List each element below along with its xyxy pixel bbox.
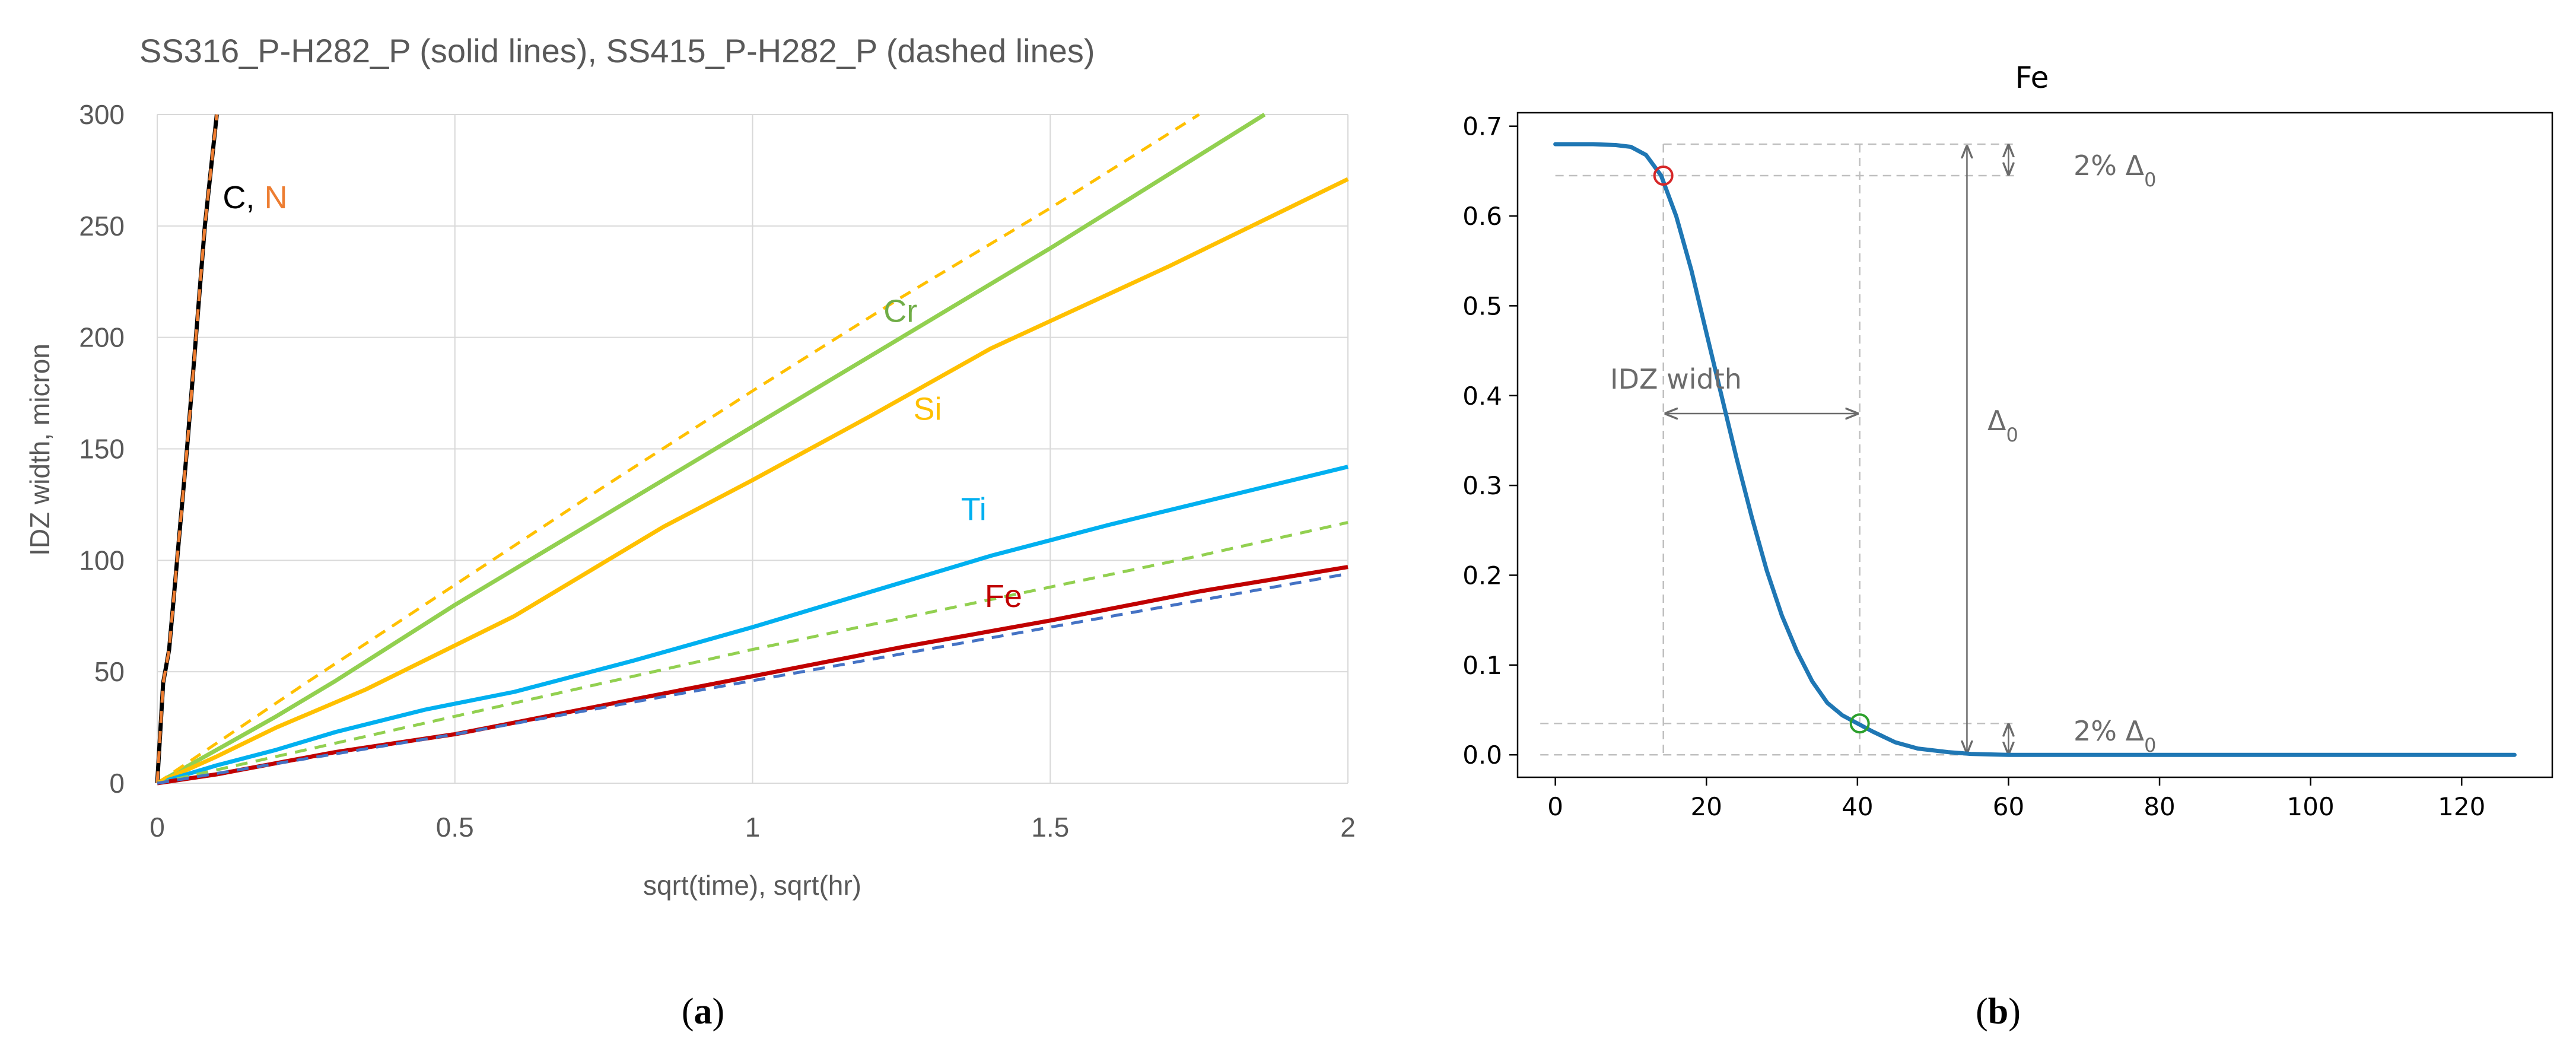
panel-a-x-axis-label: sqrt(time), sqrt(hr) — [643, 870, 861, 901]
panel-a-y-tick-label: 0 — [109, 768, 125, 799]
series-n-dashed — [155, 114, 218, 784]
panel-a-y-tick-label: 300 — [79, 99, 125, 130]
label-fe: Fe — [985, 579, 1022, 614]
panel-b-markers — [1653, 165, 1870, 734]
panel-a-y-tick-label: 250 — [79, 211, 125, 241]
panel-b-y-tick-label: 0.3 — [1462, 471, 1502, 500]
panel-a-x-tick-label: 0.5 — [436, 812, 474, 843]
panel-b-y-tick-label: 0.0 — [1462, 740, 1502, 770]
panel-b-plot-frame — [1516, 112, 2553, 778]
series-cr-solid — [156, 113, 1266, 786]
label-cr: Cr — [883, 293, 917, 329]
panel-a-series-labels: C, N Cr Si Ti Fe — [222, 180, 1022, 614]
panel-a-x-ticks: 0 0.5 1 1.5 2 — [150, 812, 1356, 843]
caption-a: (a) — [682, 991, 724, 1032]
panel-b-x-tick-label: 40 — [1842, 792, 1873, 821]
panel-a-x-tick-label: 1 — [745, 812, 761, 843]
panel-b-y-tick-label: 0.4 — [1462, 382, 1502, 411]
label-c: C, — [222, 180, 255, 215]
panel-b-y-tick-label: 0.6 — [1462, 202, 1502, 231]
panel-b-y-tick-label: 0.2 — [1462, 561, 1502, 590]
idz-width-label: IDZ width — [1610, 363, 1742, 395]
marker-top-2pct — [1653, 165, 1674, 186]
panel-b-x-tick-label: 100 — [2287, 792, 2335, 821]
label-n: N — [265, 180, 288, 215]
panel-b-guides — [1540, 143, 2017, 756]
panel-a-y-tick-label: 150 — [79, 434, 125, 465]
delta-zero-label: Δ0 — [1987, 405, 2018, 446]
series-fe-profile — [1553, 142, 2517, 757]
top-percent-label: 2% Δ0 — [2073, 150, 2156, 191]
panel-b-ticks: 0 20 40 60 80 100 120 0.0 0.1 0.2 0.3 0.4 0.5 0.6 0.7 — [1462, 112, 2485, 821]
panel-a-y-tick-label: 200 — [79, 322, 125, 353]
panel-b-x-tick-label: 0 — [1547, 792, 1563, 821]
marker-bottom-2pct — [1849, 713, 1870, 734]
panel-a-y-ticks: 0 50 100 150 200 250 300 — [79, 99, 125, 799]
panel-a-x-tick-label: 1.5 — [1031, 812, 1069, 843]
panel-a-x-tick-label: 2 — [1340, 812, 1356, 843]
series-cr-dashed — [157, 521, 1349, 785]
panel-a-y-tick-label: 50 — [94, 656, 125, 687]
panel-a-y-tick-label: 100 — [79, 545, 125, 576]
label-ti: Ti — [961, 492, 987, 527]
series-si-solid — [156, 177, 1349, 786]
series-si-dashed — [156, 113, 1200, 785]
panel-a-gridlines — [157, 114, 1349, 784]
panel-b-y-tick-label: 0.5 — [1462, 291, 1502, 320]
panel-b-x-tick-label: 80 — [2144, 792, 2175, 821]
panel-b: Fe 0 20 40 60 80 100 1200.00.10.20.30.40.50.60… — [1462, 61, 2553, 821]
series-fe-solid — [157, 565, 1349, 786]
panel-b-title: Fe — [2015, 61, 2049, 95]
panel-b-x-tick-label: 60 — [1993, 792, 2024, 821]
panel-a-y-axis-label: IDZ width, micron — [24, 344, 55, 556]
panel-a-series — [155, 113, 1349, 786]
panel-b-x-tick-label: 120 — [2438, 792, 2485, 821]
panel-b-x-tick-label: 20 — [1691, 792, 1722, 821]
panel-a: SS316_P-H282_P (solid lines), SS415_P-H2… — [24, 32, 1356, 901]
panel-a-title: SS316_P-H282_P (solid lines), SS415_P-H2… — [139, 32, 1095, 69]
caption-b: (b) — [1976, 991, 2021, 1032]
panel-a-x-tick-label: 0 — [150, 812, 165, 843]
panel-b-series — [1553, 142, 2517, 757]
series-ti-solid — [156, 465, 1349, 786]
label-si: Si — [913, 392, 942, 427]
bottom-percent-label: 2% Δ0 — [2073, 715, 2156, 757]
panel-b-y-tick-label: 0.7 — [1462, 112, 1502, 141]
panel-b-y-tick-label: 0.1 — [1462, 651, 1502, 680]
